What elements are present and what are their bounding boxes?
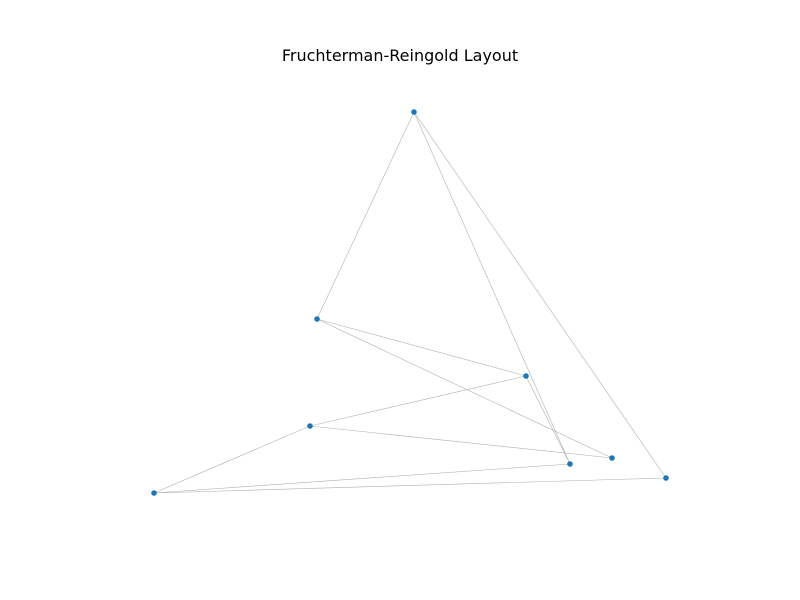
graph-edge [413, 111, 571, 465]
chart-title: Fruchterman-Reingold Layout [281, 46, 519, 65]
graph-edge [316, 318, 527, 377]
graph-edge [309, 375, 527, 427]
node-layer [151, 109, 669, 496]
graph-node [151, 490, 157, 496]
edge-layer [153, 111, 667, 494]
graph-edge [413, 111, 667, 479]
graph-node [411, 109, 417, 115]
graph-edge [153, 477, 667, 494]
graph-edge [153, 463, 571, 494]
graph-node [567, 461, 573, 467]
graph-node [314, 316, 320, 322]
graph-node [307, 423, 313, 429]
graph-edge [525, 375, 571, 465]
graph-node [609, 455, 615, 461]
graph-node [663, 475, 669, 481]
graph-edge [316, 318, 613, 459]
graph-edge [153, 425, 311, 494]
graph-edge [316, 111, 415, 320]
graph-node [523, 373, 529, 379]
graph-edge [309, 425, 613, 459]
